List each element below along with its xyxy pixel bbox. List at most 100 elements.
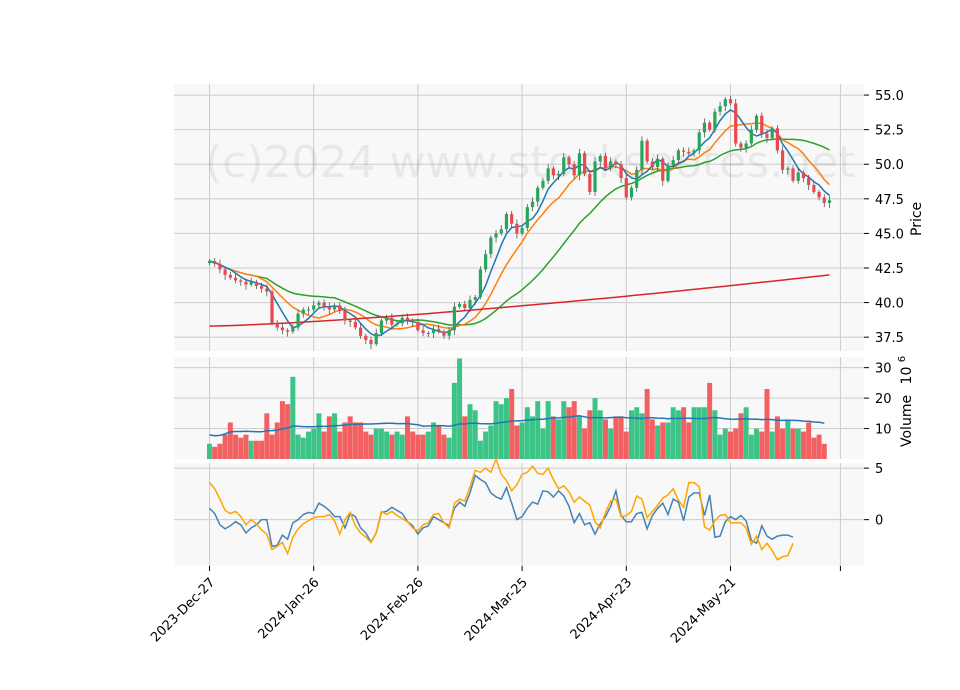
volume-bar <box>743 407 749 459</box>
candle-body <box>260 285 264 289</box>
volume-bar <box>212 446 218 459</box>
candle-body <box>562 157 566 174</box>
price-tick-label: 52.5 <box>875 124 904 139</box>
volume-bar <box>425 431 431 459</box>
candle-body <box>494 233 498 238</box>
volume-bar <box>404 416 410 459</box>
volume-bar <box>733 428 739 459</box>
candle-body <box>822 197 826 203</box>
candle-body <box>457 303 462 307</box>
volume-bar <box>483 431 489 459</box>
candle-body <box>541 180 545 188</box>
moving-average-line-5 <box>209 109 830 337</box>
candle-body <box>650 161 654 168</box>
volume-bar <box>305 431 311 459</box>
candle-body <box>713 111 717 130</box>
candle-body <box>499 229 503 234</box>
candle-body <box>530 201 535 208</box>
volume-bar <box>769 431 775 459</box>
volume-bar <box>806 422 812 459</box>
price-tick-label: 37.5 <box>875 331 904 346</box>
volume-bar <box>337 431 343 459</box>
volume-bar <box>363 431 369 459</box>
volume-bar <box>530 416 536 459</box>
volume-bar <box>649 419 655 459</box>
candle-body <box>556 173 561 176</box>
volume-bar <box>509 388 515 459</box>
candle-body <box>770 128 774 138</box>
candle-body <box>583 153 587 174</box>
volume-bar <box>670 407 676 459</box>
x-tick-label: 2024-Apr-23 <box>568 575 635 642</box>
oscillator-tick-label: 5 <box>875 462 883 477</box>
volume-average-line <box>209 415 825 437</box>
volume-bar <box>389 434 395 459</box>
candle-body <box>666 165 670 181</box>
candle-body <box>765 133 769 138</box>
volume-bar <box>207 443 212 459</box>
volume-bar <box>368 434 374 459</box>
candle-body <box>405 317 410 321</box>
volume-bar <box>410 431 416 459</box>
volume-bar <box>566 407 572 459</box>
price-axis-label: Price <box>909 202 925 236</box>
candle-body <box>624 178 628 198</box>
volume-bar <box>233 434 239 459</box>
volume-label-text: Volume <box>899 395 915 447</box>
candle-body <box>207 261 212 264</box>
candle-body <box>754 115 759 130</box>
volume-bar <box>712 410 718 459</box>
volume-bar <box>264 413 270 459</box>
volume-bar <box>436 425 442 459</box>
candle-body <box>593 161 597 192</box>
candle-body <box>827 200 832 203</box>
volume-bar <box>701 407 707 459</box>
volume-bar <box>227 422 233 459</box>
candle-body <box>640 140 644 170</box>
candle-body <box>416 321 420 331</box>
volume-bar <box>587 410 593 459</box>
candle-body <box>619 164 623 179</box>
candle-body <box>546 168 550 181</box>
candle-body <box>478 269 483 298</box>
volume-bar <box>352 422 358 459</box>
candle-body <box>702 122 707 133</box>
candle-body <box>312 305 316 310</box>
volume-bar <box>472 410 478 459</box>
volume-bar <box>441 434 447 459</box>
volume-bar <box>269 434 275 459</box>
volume-bar <box>467 404 473 459</box>
candle-body <box>739 143 743 148</box>
candle-body <box>442 331 446 336</box>
volume-bar <box>556 419 562 459</box>
candle-body <box>692 150 696 154</box>
candle-body <box>306 309 311 311</box>
volume-bar <box>399 434 405 459</box>
volume-bar <box>378 428 384 459</box>
candle-body <box>322 302 326 307</box>
candle-body <box>291 327 295 332</box>
candle-body <box>473 297 477 300</box>
volume-bar <box>576 416 582 459</box>
volume-bar <box>540 428 546 459</box>
volume-bar <box>613 416 619 459</box>
candle-body <box>504 214 509 230</box>
oscillator-line-1 <box>208 474 794 548</box>
candle-body <box>364 335 368 340</box>
volume-bar <box>722 428 728 459</box>
candle-body <box>452 306 456 331</box>
candle-body <box>598 155 602 162</box>
volume-bar <box>795 428 801 459</box>
volume-bar <box>488 425 494 459</box>
candle-body <box>723 99 727 107</box>
candle-body <box>567 157 571 165</box>
volume-bar <box>332 413 338 459</box>
candle-body <box>682 150 686 152</box>
candle-body <box>588 173 592 192</box>
x-tick-label: 2024-May-21 <box>668 575 739 646</box>
candle-body <box>687 151 691 154</box>
moving-average-line-25 <box>209 138 830 326</box>
volume-bar <box>655 425 661 459</box>
candle-body <box>228 274 232 278</box>
candle-body <box>734 103 738 144</box>
